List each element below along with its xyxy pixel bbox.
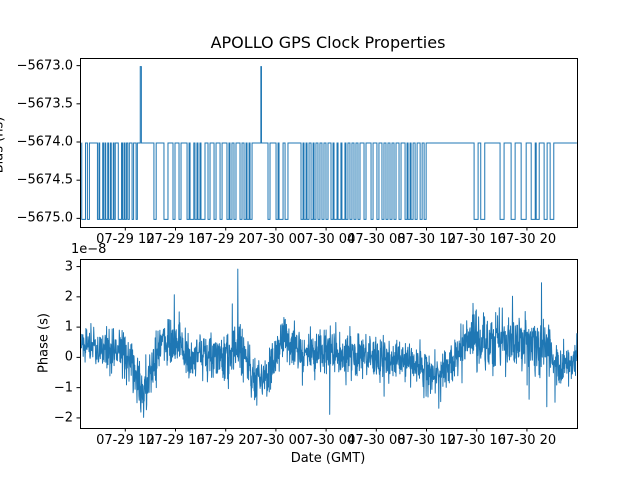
x-tick-label: 07-30 12 [397, 433, 456, 448]
y-tick-label: −5674.0 [16, 134, 73, 150]
y-tick-label: −2 [53, 410, 73, 426]
x-tick-label: 07-29 20 [196, 232, 255, 247]
y-tick-label: 3 [64, 259, 73, 275]
y-tick-label: 0 [64, 349, 73, 365]
x-tick-label: 07-30 20 [497, 433, 557, 448]
x-tick-label: 07-29 20 [196, 433, 255, 448]
x-tick-label: 07-30 16 [447, 433, 506, 448]
x-tick-label: 07-30 20 [497, 232, 557, 247]
x-axis-label: Date (GMT) [290, 451, 366, 466]
x-tick-label: 07-30 12 [397, 232, 456, 247]
phase-axes [80, 259, 578, 429]
x-tick-label: 07-30 00 [246, 232, 306, 247]
bias-y-axis-label: Bias (ns) [0, 116, 7, 174]
bias-axes [80, 58, 578, 228]
y-tick-label: −5674.5 [16, 172, 73, 188]
y-tick-label: −5673.0 [16, 58, 73, 74]
x-tick-label: 07-30 08 [347, 232, 406, 247]
y-tick-label: −5673.5 [16, 96, 73, 112]
figure-title: APOLLO GPS Clock Properties [210, 33, 446, 52]
x-tick-label: 07-29 12 [96, 232, 155, 247]
y-axis-offset-text: 1e−8 [71, 242, 107, 257]
phase-noise-line [81, 268, 578, 418]
phase-y-axis-label: Phase (s) [36, 313, 52, 373]
x-tick-label: 07-29 16 [146, 232, 205, 247]
y-tick-label: −1 [53, 380, 73, 396]
x-tick-label: 07-30 08 [347, 433, 406, 448]
x-tick-label: 07-30 04 [296, 232, 356, 247]
bias-step-plot [81, 66, 577, 220]
phase-noise-plot [81, 268, 578, 418]
bias-step-line [81, 66, 577, 220]
y-tick-label: 2 [64, 289, 73, 305]
x-tick-label: 07-29 16 [146, 433, 205, 448]
x-tick-label: 07-30 04 [296, 433, 356, 448]
y-tick-label: 1 [64, 319, 73, 335]
x-tick-label: 07-30 00 [246, 433, 306, 448]
y-tick-label: −5675.0 [16, 210, 73, 226]
x-tick-label: 07-29 12 [96, 433, 155, 448]
x-tick-label: 07-30 16 [447, 232, 506, 247]
